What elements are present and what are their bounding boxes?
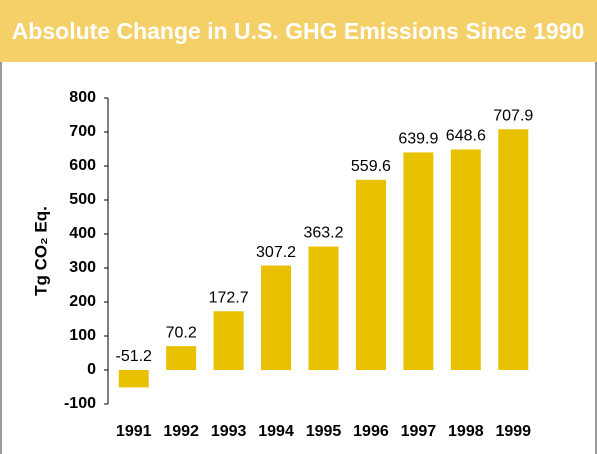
- x-tick-label: 1998: [448, 423, 484, 440]
- x-tick-label: 1999: [495, 423, 531, 440]
- data-label: 70.2: [166, 324, 197, 341]
- x-tick-label: 1994: [258, 423, 294, 440]
- bar: [450, 149, 481, 370]
- title-banner: [0, 0, 597, 62]
- data-label: 172.7: [209, 290, 249, 307]
- data-label: -51.2: [115, 348, 152, 365]
- data-label: 648.6: [446, 128, 486, 145]
- x-tick-label: 1991: [116, 423, 152, 440]
- x-tick-label: 1997: [401, 423, 437, 440]
- data-label: 307.2: [256, 244, 296, 261]
- bar: [261, 265, 292, 370]
- y-axis-label: Tg CO₂ Eq.: [31, 206, 50, 296]
- y-tick-label: 0: [87, 361, 96, 378]
- y-tick-label: 400: [69, 225, 96, 242]
- x-tick-label: 1993: [211, 423, 247, 440]
- y-tick-label: 300: [69, 259, 96, 276]
- data-label: 639.9: [398, 131, 438, 148]
- data-label: 707.9: [493, 108, 533, 125]
- x-tick-label: 1996: [353, 423, 389, 440]
- bar: [308, 246, 339, 370]
- bar: [355, 179, 386, 370]
- chart-title: Absolute Change in U.S. GHG Emissions Si…: [12, 18, 585, 44]
- x-tick-label: 1995: [306, 423, 342, 440]
- bar: [403, 152, 434, 370]
- bar: [213, 311, 244, 370]
- data-label: 363.2: [303, 225, 343, 242]
- y-tick-label: 800: [69, 89, 96, 106]
- bar: [498, 129, 529, 370]
- y-tick-label: 100: [69, 327, 96, 344]
- x-tick-label: 1992: [163, 423, 199, 440]
- y-tick-label: 200: [69, 293, 96, 310]
- data-label: 559.6: [351, 158, 391, 175]
- bar: [166, 346, 197, 370]
- y-tick-label: 700: [69, 123, 96, 140]
- y-tick-label: 500: [69, 191, 96, 208]
- bar: [118, 370, 149, 388]
- y-tick-label: 600: [69, 157, 96, 174]
- y-tick-label: -100: [64, 395, 96, 412]
